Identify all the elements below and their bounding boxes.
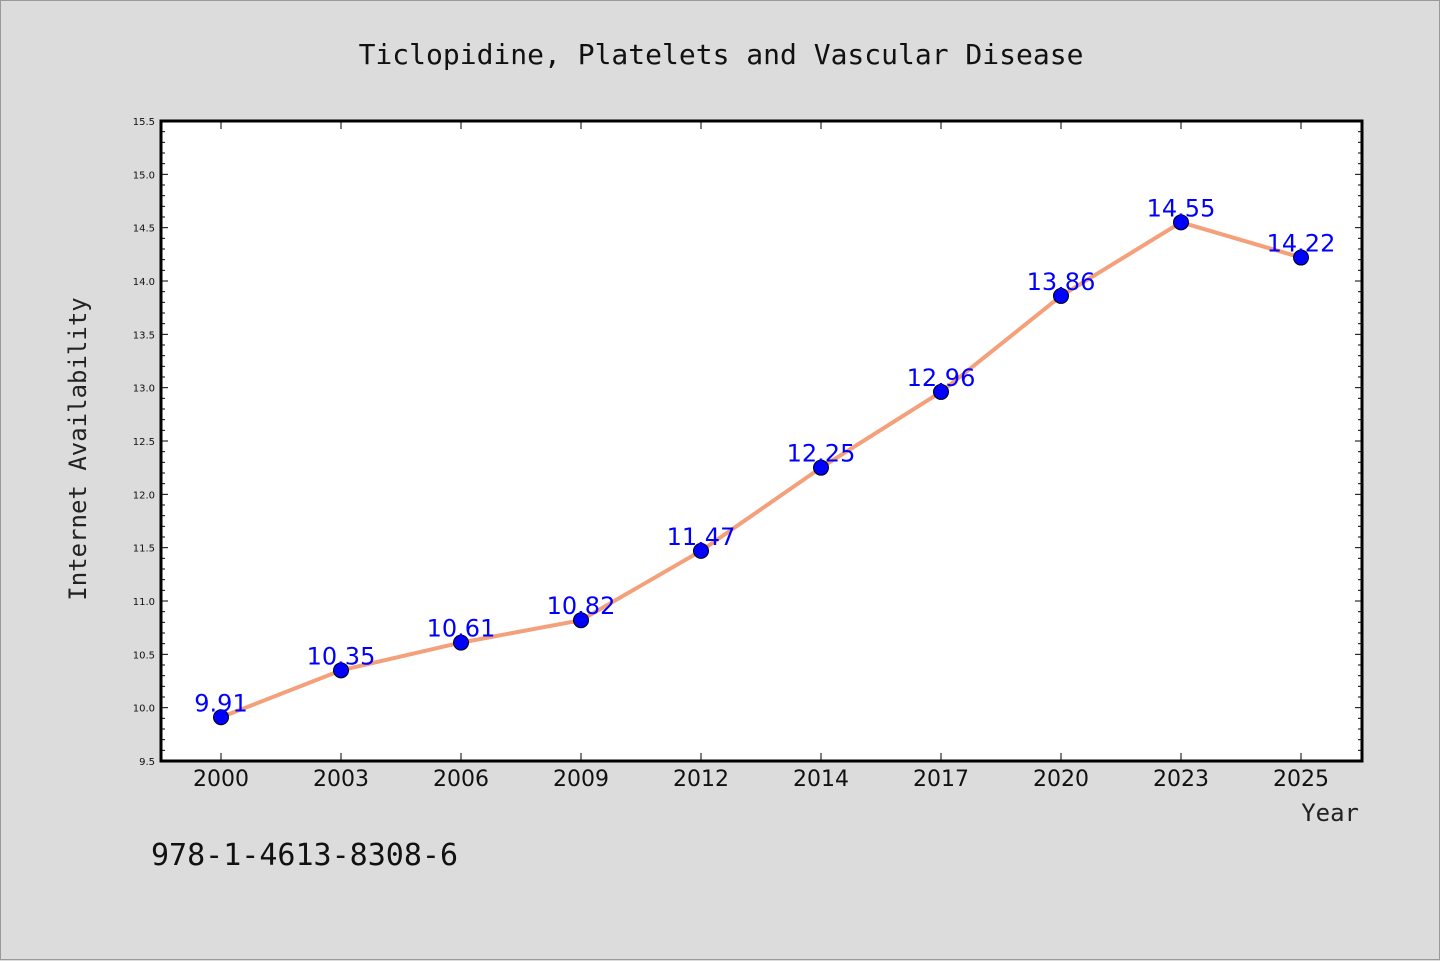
y-tick-label: 14.5 (133, 224, 155, 235)
x-tick-label: 2023 (1153, 767, 1209, 792)
x-tick-label: 2000 (193, 767, 249, 792)
data-label: 9.91 (194, 689, 247, 717)
data-label: 10.61 (427, 615, 496, 643)
y-tick-label: 10.0 (133, 704, 155, 715)
x-axis-label: Year (1301, 799, 1359, 827)
y-tick-label: 15.0 (133, 170, 155, 181)
y-tick-label: 13.5 (133, 330, 155, 341)
x-tick-label: 2014 (793, 767, 849, 792)
y-tick-label: 10.5 (133, 650, 155, 661)
chart-title: Ticlopidine, Platelets and Vascular Dise… (359, 38, 1084, 71)
data-point (213, 709, 229, 726)
data-point (453, 634, 469, 651)
data-point (1293, 249, 1309, 266)
series-group: 9.91 10.35 10.61 10.82 11.47 12.25 12.96 13.86 1… (194, 194, 1336, 726)
data-label: 13.86 (1027, 268, 1096, 296)
data-point (1053, 287, 1069, 304)
data-label: 12.96 (907, 364, 976, 392)
plot-area (159, 119, 1364, 763)
data-label: 10.82 (547, 592, 616, 620)
series-line (219, 220, 1303, 720)
y-tick-label: 11.0 (133, 597, 155, 608)
data-point (933, 383, 949, 400)
x-tick-label: 2012 (673, 767, 729, 792)
y-tick-label: 11.5 (133, 544, 155, 555)
data-label: 14.55 (1147, 194, 1216, 222)
x-tick-label: 2003 (313, 767, 369, 792)
data-label: 14.22 (1267, 230, 1336, 258)
data-label: 12.25 (787, 440, 856, 468)
y-tick-label: 15.5 (133, 117, 155, 128)
isbn-annotation: 978-1-4613-8308-6 (151, 838, 458, 873)
x-tick-label: 2017 (913, 767, 969, 792)
data-point (573, 612, 589, 629)
data-point (813, 459, 829, 476)
x-tick-label: 2025 (1273, 767, 1329, 792)
y-tick-label: 12.0 (133, 490, 155, 501)
data-point (1173, 214, 1189, 231)
data-point (693, 542, 709, 559)
data-point (333, 662, 349, 679)
y-tick-label: 12.5 (133, 437, 155, 448)
y-tick-label: 14.0 (133, 277, 155, 288)
x-tick-label: 2009 (553, 767, 609, 792)
x-axis: 2000 2003 2006 2009 2012 2014 2017 2020 2023 2025 (193, 121, 1329, 792)
x-tick-label: 2020 (1033, 767, 1089, 792)
y-tick-label: 9.5 (139, 757, 155, 768)
x-tick-label: 2006 (433, 767, 489, 792)
y-tick-label: 13.0 (133, 384, 155, 395)
data-label: 10.35 (307, 642, 376, 670)
y-axis-label: Internet Availability (64, 297, 92, 600)
data-label: 11.47 (667, 523, 736, 551)
y-axis: 9.5 10.0 10.5 11.0 11.5 12.0 12.5 13.0 13.5 14.0 1… (133, 117, 1362, 768)
